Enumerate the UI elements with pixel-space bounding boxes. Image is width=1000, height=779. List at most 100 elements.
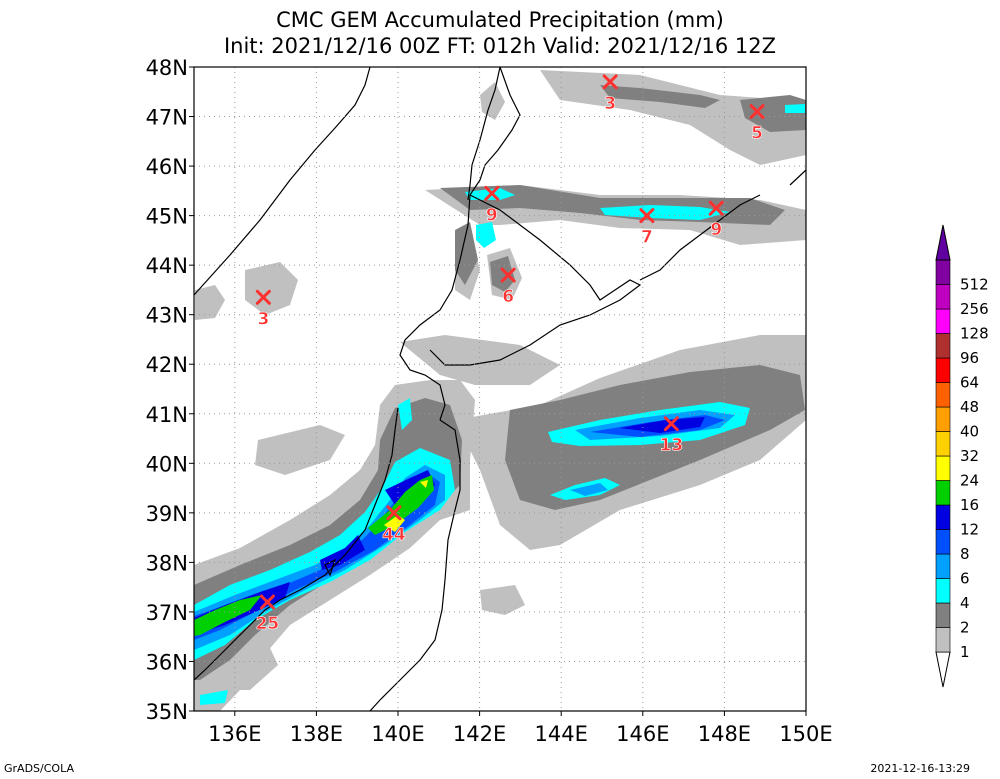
colorbar-swatch (935, 455, 951, 481)
precip-max-marker: 44 (382, 505, 406, 545)
coastline-sakhalin (467, 67, 521, 201)
lat-tick-label: 45N (146, 205, 188, 229)
precip-area (195, 285, 225, 320)
precip-max-marker: 3 (255, 289, 271, 330)
chart-title: CMC GEM Accumulated Precipitation (mm) (276, 8, 724, 32)
colorbar-label: 96 (960, 349, 979, 367)
lon-tick-label: 150E (779, 722, 832, 746)
colorbar-swatch (935, 627, 951, 653)
colorbar-label: 40 (960, 423, 979, 441)
colorbar-label: 128 (960, 325, 989, 343)
colorbar-label: 16 (960, 496, 979, 514)
lat-tick-label: 41N (146, 403, 188, 427)
colorbar-swatch (935, 308, 951, 334)
lon-tick-label: 140E (371, 722, 424, 746)
lat-tick-label: 47N (146, 106, 188, 130)
colorbar-label: 8 (960, 545, 970, 563)
precip-area (368, 475, 434, 535)
precip-area (785, 104, 805, 113)
max-value-label: 6 (502, 287, 514, 307)
lat-lon-grid (194, 67, 806, 711)
precip-area (480, 82, 505, 120)
max-cross-icon (484, 185, 500, 201)
lat-tick-label: 37N (146, 601, 188, 625)
precip-area (600, 205, 730, 220)
colorbar-swatch (935, 553, 951, 579)
precip-max-marker: 3 (602, 74, 618, 114)
colorbar-high-arrow (935, 224, 951, 261)
coastline-continent (194, 67, 371, 296)
lon-tick-label: 142E (453, 722, 506, 746)
lon-tick-label: 136E (208, 722, 261, 746)
precip-max-marker: 6 (500, 267, 516, 307)
lat-tick-label: 44N (146, 254, 188, 278)
colorbar-label: 12 (960, 521, 979, 539)
max-value-label: 3 (257, 309, 269, 329)
colorbar-swatch (935, 259, 951, 285)
precipitation-shading (194, 70, 806, 711)
colorbar-label: 32 (960, 447, 979, 465)
max-cross-icon (639, 208, 655, 224)
lon-tick-label: 146E (616, 722, 669, 746)
precip-area (245, 262, 298, 315)
precip-area (385, 470, 435, 505)
colorbar-label: 256 (960, 300, 989, 318)
credit-label: GrADS/COLA (4, 762, 74, 775)
lat-tick-label: 48N (146, 56, 188, 80)
precip-max-marker: 7 (639, 208, 655, 248)
colorbar-label: 6 (960, 570, 970, 588)
precip-area (600, 85, 720, 108)
colorbar-label: 64 (960, 374, 979, 392)
precip-maxima: 3 5 9 7 9 6 3 13 44 25 (255, 74, 765, 634)
colorbar-swatch (935, 529, 951, 555)
colorbar-swatch (935, 333, 951, 359)
coastlines (194, 67, 806, 711)
precip-area (225, 648, 278, 690)
lat-tick-label: 38N (146, 551, 188, 575)
max-value-label: 9 (710, 220, 722, 240)
map-frame (193, 66, 807, 712)
precip-area (490, 256, 515, 292)
coastline-kuril (639, 194, 761, 281)
coastline-kamchatka (789, 169, 806, 186)
precip-max-marker: 9 (708, 200, 724, 240)
max-cross-icon (500, 267, 516, 283)
colorbar-swatch (935, 480, 951, 506)
max-cross-icon (602, 74, 618, 90)
precip-area (200, 690, 228, 705)
colorbar-label: 1 (960, 643, 970, 661)
lon-tick-label: 148E (698, 722, 751, 746)
colorbar-label: 4 (960, 594, 970, 612)
precip-area (194, 595, 262, 636)
lat-tick-label: 35N (146, 700, 188, 724)
precip-area (570, 483, 608, 496)
max-cross-icon (255, 289, 271, 305)
precip-area (255, 425, 345, 475)
precip-max-marker: 25 (255, 594, 280, 634)
lon-tick-label: 138E (290, 722, 343, 746)
timestamp-label: 2021-12-16-13:29 (870, 762, 970, 775)
max-value-label: 9 (486, 205, 498, 225)
precip-area (480, 585, 525, 615)
max-value-label: 3 (604, 94, 616, 114)
axis-labels: 136E 138E 140E 142E 144E 146E 148E 150E35N36N37… (146, 56, 833, 746)
precip-area (400, 335, 560, 385)
colorbar-label: 512 (960, 276, 989, 294)
precip-area (476, 222, 496, 248)
lat-tick-label: 42N (146, 353, 188, 377)
lat-tick-label: 36N (146, 650, 188, 674)
precip-area (455, 222, 478, 285)
lat-tick-label: 46N (146, 155, 188, 179)
colorbar-swatch (935, 578, 951, 604)
lat-tick-label: 40N (146, 452, 188, 476)
colorbar-swatch (935, 431, 951, 457)
max-cross-icon (708, 200, 724, 216)
lon-tick-label: 144E (535, 722, 588, 746)
colorbar-label: 48 (960, 398, 979, 416)
max-value-label: 44 (382, 525, 406, 545)
max-value-label: 5 (751, 124, 763, 144)
lat-tick-label: 43N (146, 304, 188, 328)
precip-max-marker: 9 (484, 185, 500, 226)
